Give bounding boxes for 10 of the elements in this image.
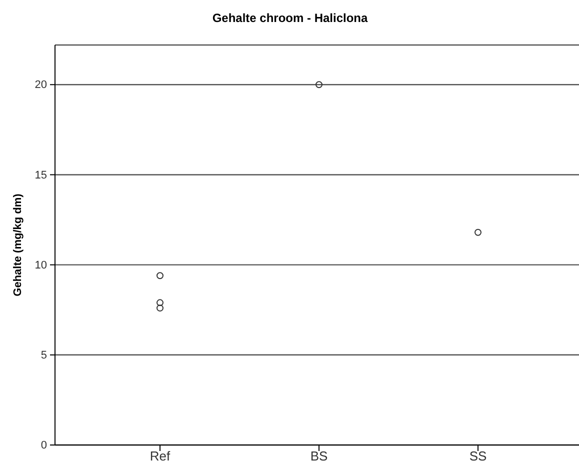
x-tick-label: SS <box>469 448 487 464</box>
y-tick-label: 5 <box>40 349 47 362</box>
y-tick-label: 10 <box>34 259 47 272</box>
chart-title: Gehalte chroom - Haliclona <box>212 11 368 25</box>
x-tick-label: BS <box>310 448 328 464</box>
y-axis-title: Gehalte (mg/kg dm) <box>12 193 24 296</box>
y-tick-label: 15 <box>34 169 47 182</box>
x-tick-label: Ref <box>150 448 170 464</box>
y-tick-label: 0 <box>40 440 47 452</box>
y-tick-label: 20 <box>34 79 47 92</box>
